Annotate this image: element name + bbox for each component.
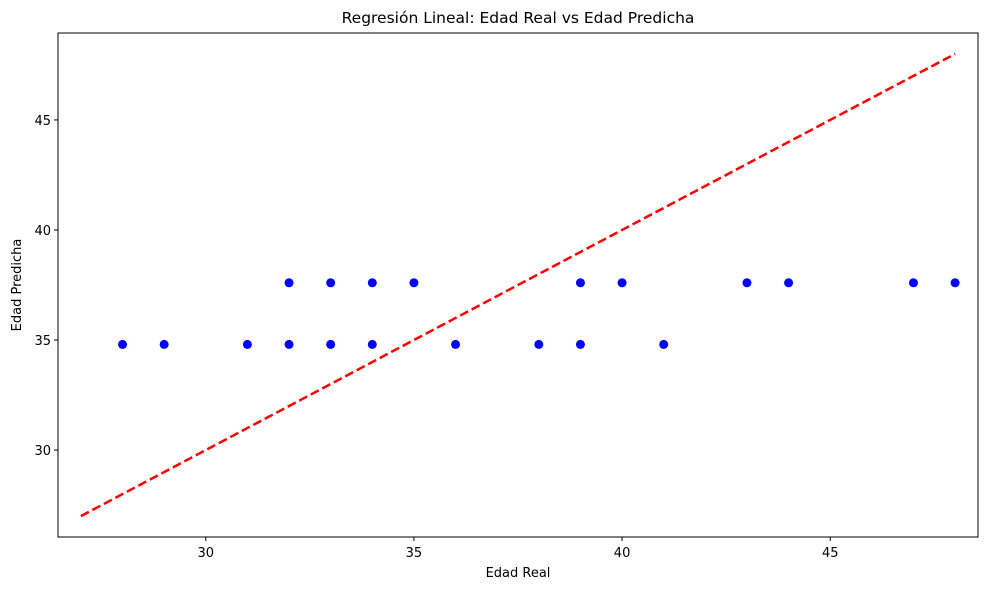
x-axis-label: Edad Real (486, 566, 551, 581)
scatter-point (284, 339, 294, 349)
chart-title: Regresión Lineal: Edad Real vs Edad Pred… (342, 9, 695, 27)
y-tick-label: 35 (34, 334, 51, 349)
scatter-point (950, 278, 960, 288)
plot-frame (57, 32, 979, 538)
scatter-point (575, 339, 585, 349)
regression-line (80, 52, 956, 518)
scatter-point (242, 339, 252, 349)
scatter-point (409, 278, 419, 288)
x-tick-label: 45 (822, 546, 839, 561)
scatter-point (367, 339, 377, 349)
scatter-point (367, 278, 377, 288)
x-tick-label: 30 (198, 546, 215, 561)
scatter-point (284, 278, 294, 288)
y-tick-label: 45 (34, 114, 51, 129)
scatter-point (534, 339, 544, 349)
scatter-point (908, 278, 918, 288)
scatter-point (742, 278, 752, 288)
scatter-point (617, 278, 627, 288)
y-axis: 30 35 40 45 (34, 114, 58, 459)
scatter-point (326, 278, 336, 288)
y-tick-label: 40 (34, 224, 51, 239)
scatter-point (784, 278, 794, 288)
y-tick-label: 30 (34, 444, 51, 459)
scatter-point (326, 339, 336, 349)
scatter-point (659, 339, 669, 349)
plot-area (80, 52, 960, 518)
scatter-point (575, 278, 585, 288)
scatter-point (451, 339, 461, 349)
x-tick-label: 40 (614, 546, 631, 561)
y-axis-label: Edad Predicha (10, 239, 25, 332)
scatter-point (159, 339, 169, 349)
x-tick-label: 35 (406, 546, 423, 561)
scatter-point (118, 339, 128, 349)
x-axis: 30 35 40 45 (198, 537, 839, 561)
